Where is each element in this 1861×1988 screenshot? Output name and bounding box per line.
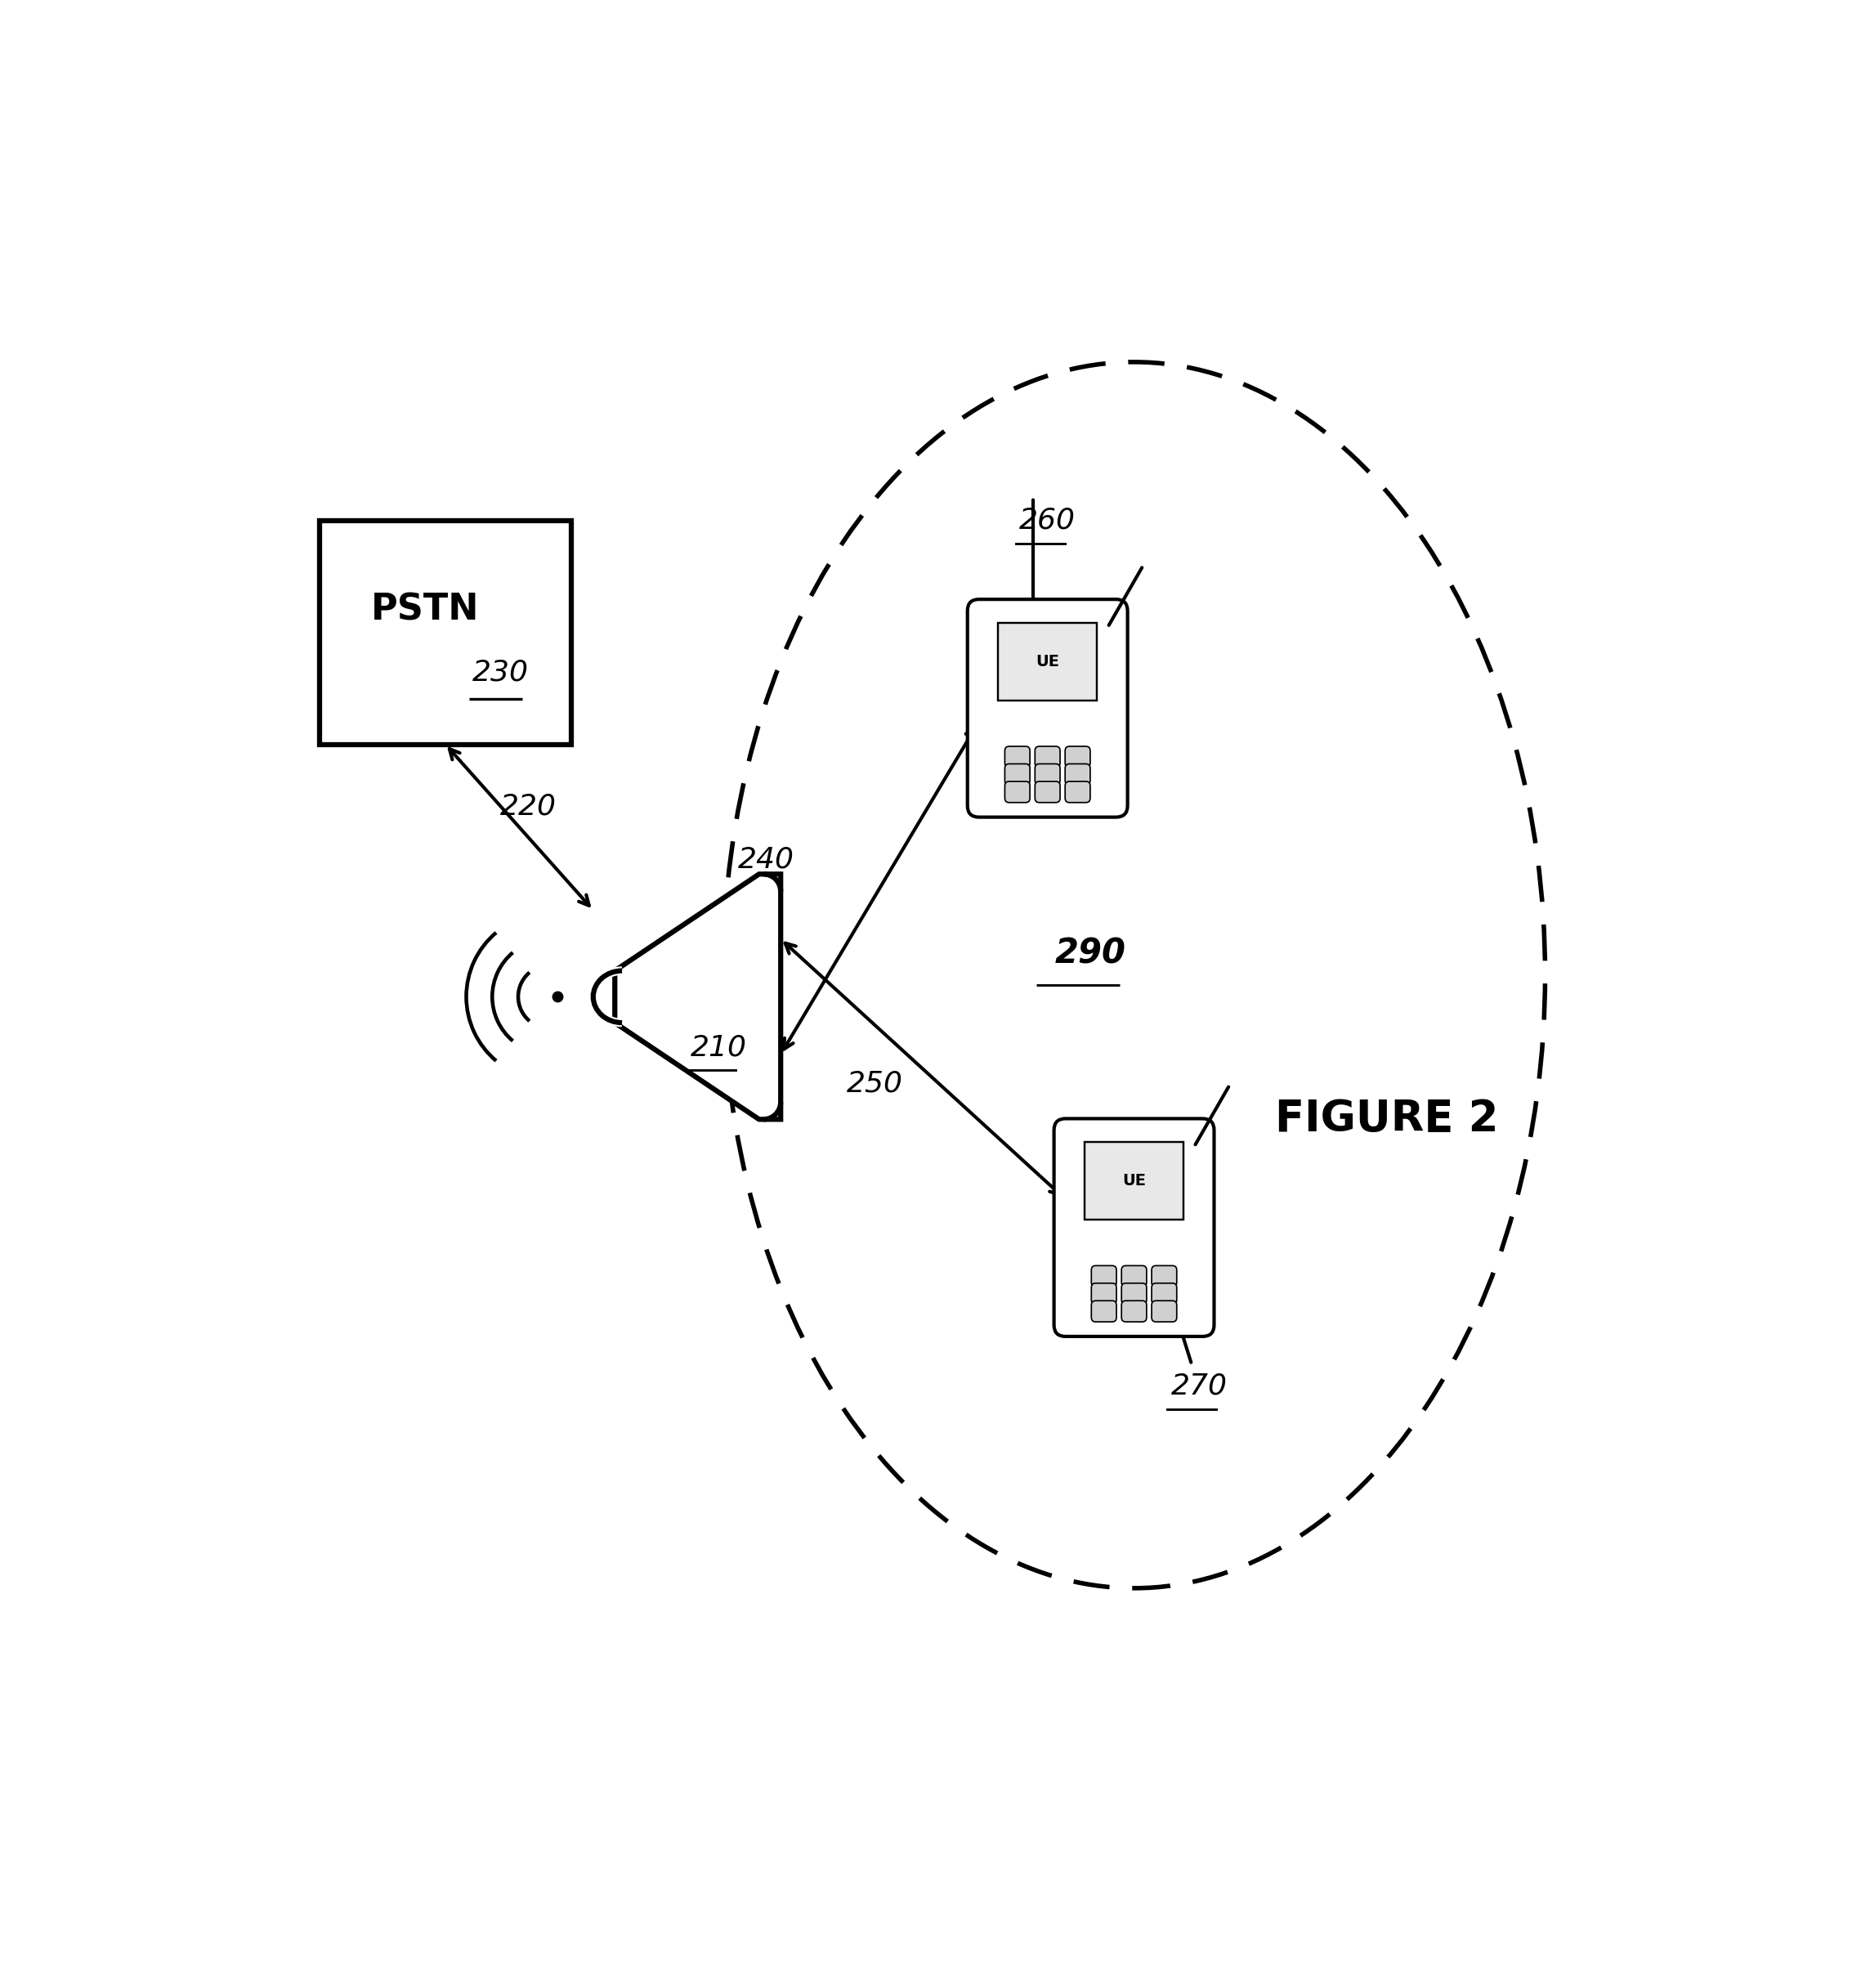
FancyBboxPatch shape [1064, 781, 1091, 803]
FancyBboxPatch shape [1091, 1300, 1117, 1322]
Text: 260: 260 [1020, 507, 1076, 535]
FancyBboxPatch shape [1091, 1282, 1117, 1304]
Text: 220: 220 [501, 793, 556, 821]
Text: PSTN: PSTN [370, 592, 480, 628]
FancyBboxPatch shape [1152, 1266, 1176, 1286]
FancyBboxPatch shape [1053, 1119, 1213, 1336]
FancyBboxPatch shape [1005, 763, 1029, 785]
FancyBboxPatch shape [1091, 1266, 1117, 1286]
Text: 230: 230 [473, 658, 529, 686]
FancyBboxPatch shape [1122, 1300, 1146, 1322]
FancyBboxPatch shape [1064, 763, 1091, 785]
Text: 250: 250 [847, 1070, 903, 1097]
Text: 240: 240 [739, 845, 795, 873]
Text: FIGURE 2: FIGURE 2 [1275, 1097, 1498, 1141]
Bar [320, 521, 571, 744]
FancyBboxPatch shape [1122, 1282, 1146, 1304]
Text: 210: 210 [690, 1034, 746, 1062]
FancyBboxPatch shape [968, 598, 1128, 817]
Bar [1085, 1141, 1184, 1221]
Bar [997, 622, 1096, 700]
FancyBboxPatch shape [1064, 746, 1091, 767]
FancyBboxPatch shape [1152, 1300, 1176, 1322]
FancyBboxPatch shape [1035, 763, 1061, 785]
Text: 290: 290 [1055, 936, 1126, 970]
FancyBboxPatch shape [1152, 1282, 1176, 1304]
Text: UE: UE [1037, 654, 1059, 670]
Text: 270: 270 [1171, 1372, 1226, 1400]
FancyBboxPatch shape [1005, 746, 1029, 767]
FancyBboxPatch shape [1122, 1266, 1146, 1286]
PathPatch shape [614, 875, 782, 1119]
Text: UE: UE [1122, 1173, 1146, 1189]
FancyBboxPatch shape [1035, 781, 1061, 803]
FancyBboxPatch shape [1035, 746, 1061, 767]
FancyBboxPatch shape [1005, 781, 1029, 803]
